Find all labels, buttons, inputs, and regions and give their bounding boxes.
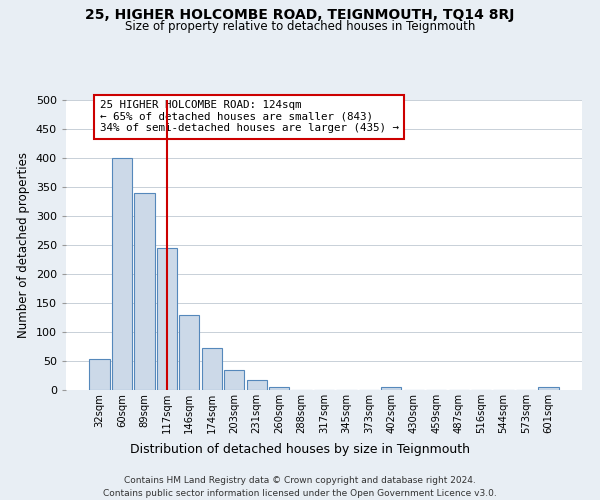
Bar: [269, 387, 289, 390]
Bar: [202, 348, 222, 390]
Text: 25 HIGHER HOLCOMBE ROAD: 124sqm
← 65% of detached houses are smaller (843)
34% o: 25 HIGHER HOLCOMBE ROAD: 124sqm ← 65% of…: [100, 100, 398, 133]
Bar: [112, 158, 132, 390]
Bar: [157, 248, 177, 390]
Text: Size of property relative to detached houses in Teignmouth: Size of property relative to detached ho…: [125, 20, 475, 33]
Y-axis label: Number of detached properties: Number of detached properties: [17, 152, 30, 338]
Bar: [89, 360, 110, 390]
Bar: [538, 387, 559, 390]
Bar: [381, 387, 401, 390]
Bar: [134, 193, 155, 390]
Bar: [179, 314, 199, 390]
Text: Distribution of detached houses by size in Teignmouth: Distribution of detached houses by size …: [130, 442, 470, 456]
Bar: [247, 380, 267, 390]
Text: Contains HM Land Registry data © Crown copyright and database right 2024.
Contai: Contains HM Land Registry data © Crown c…: [103, 476, 497, 498]
Text: 25, HIGHER HOLCOMBE ROAD, TEIGNMOUTH, TQ14 8RJ: 25, HIGHER HOLCOMBE ROAD, TEIGNMOUTH, TQ…: [85, 8, 515, 22]
Bar: [224, 370, 244, 390]
